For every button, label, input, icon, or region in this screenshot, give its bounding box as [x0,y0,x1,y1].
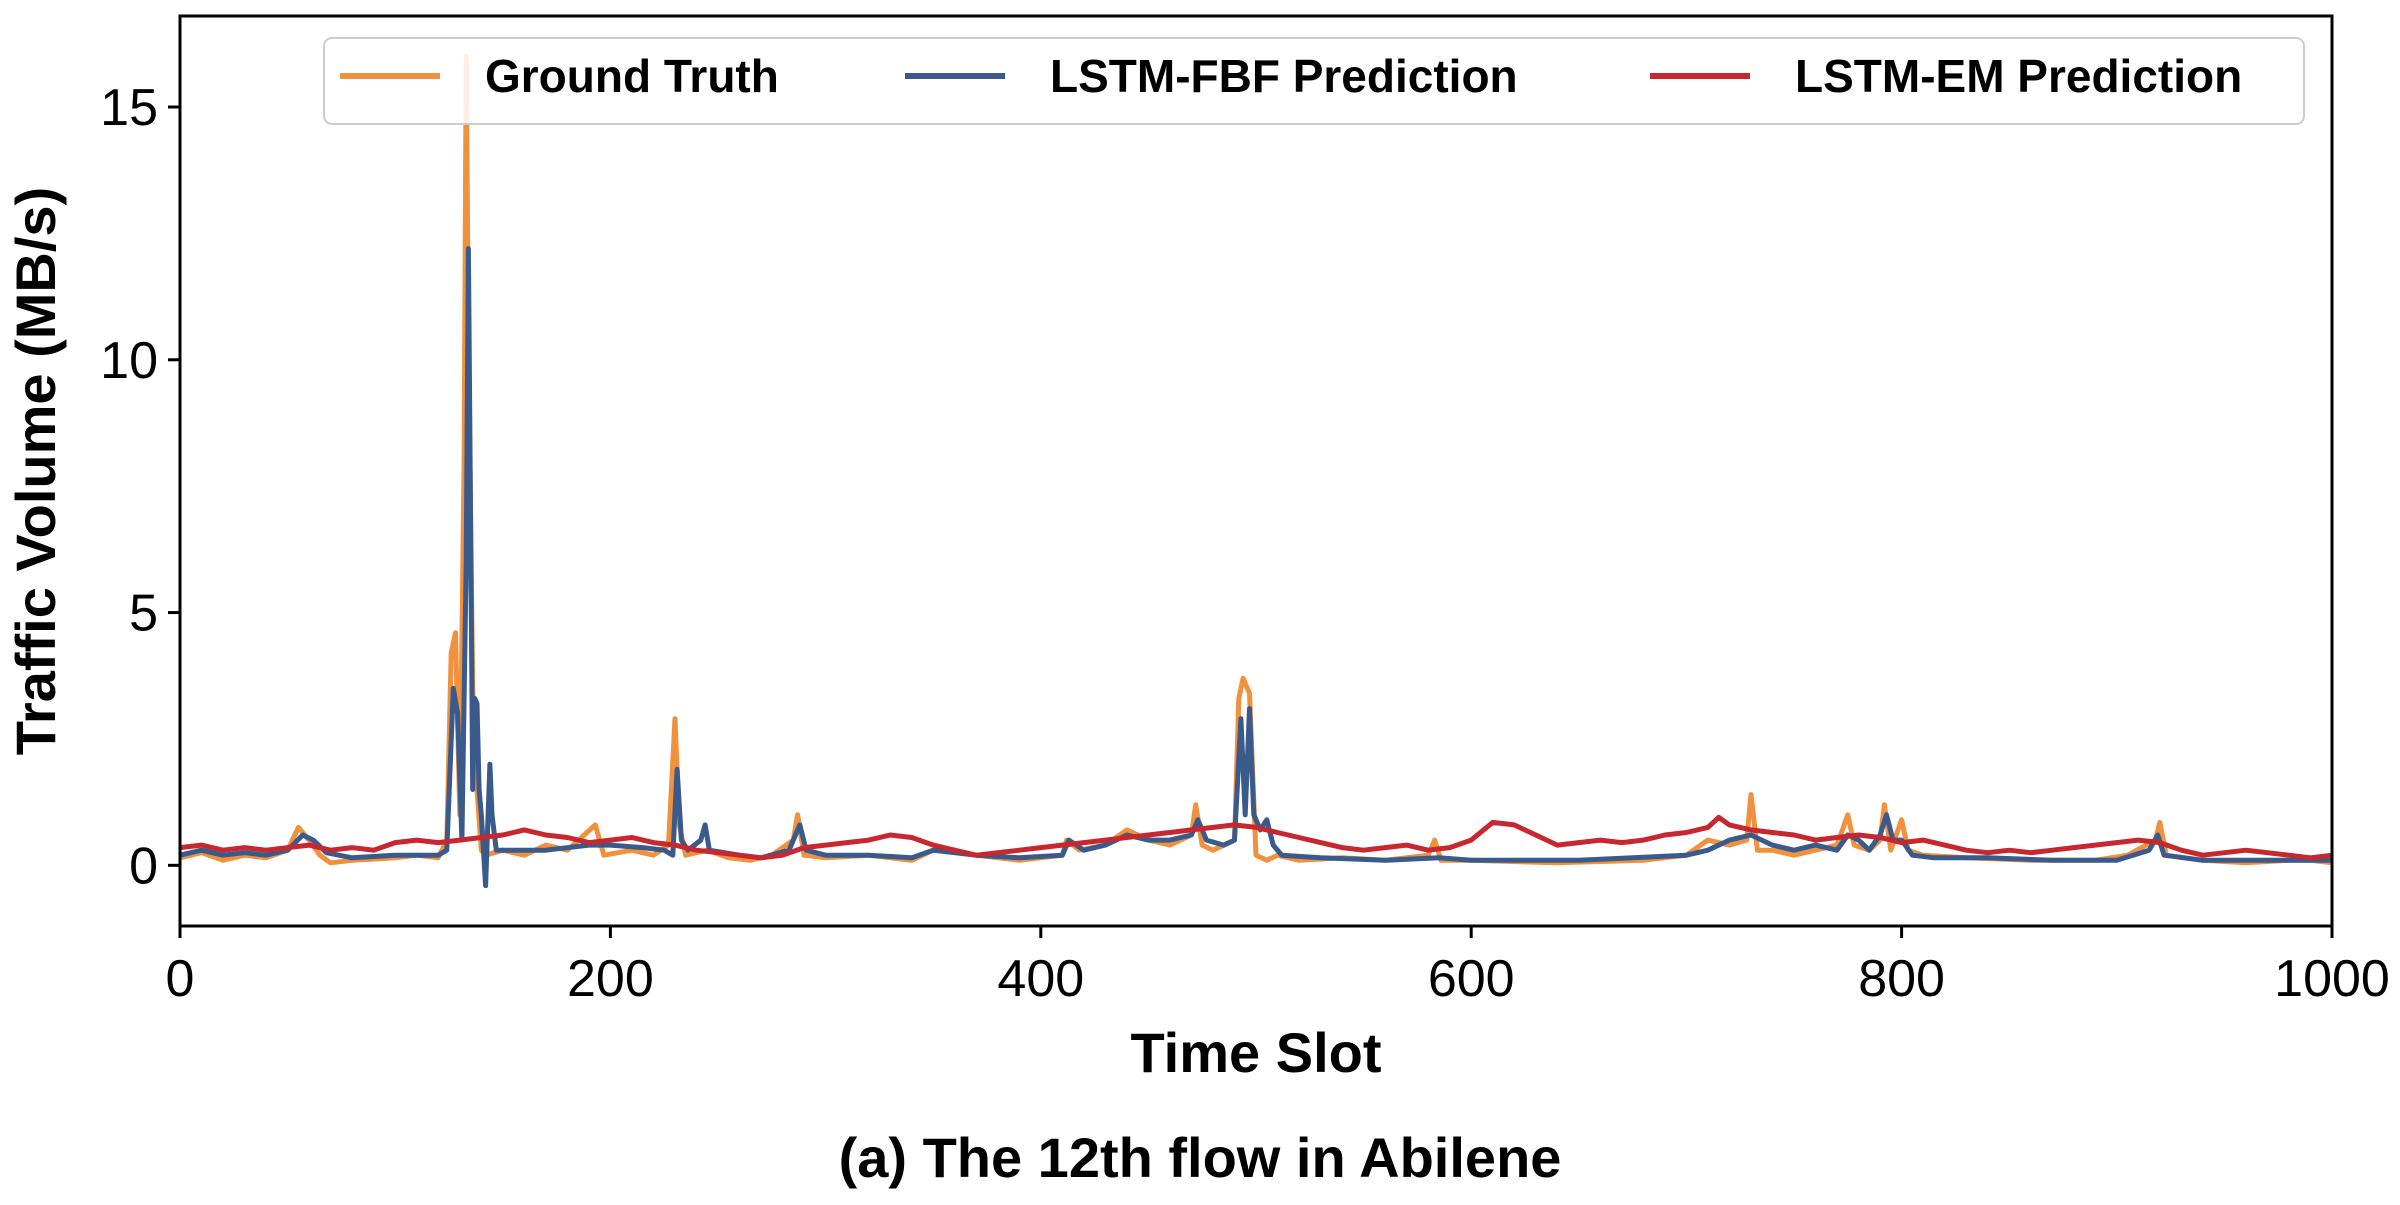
x-tick-label: 200 [567,950,654,1008]
y-tick-label: 5 [129,585,158,643]
x-axis-title: Time Slot [1130,1021,1381,1084]
x-tick-label: 1000 [2274,950,2390,1008]
legend-label: Ground Truth [485,50,779,102]
legend-item: Ground Truth [340,50,779,102]
series-line-0 [180,53,2332,866]
legend-label: LSTM-FBF Prediction [1050,50,1518,102]
figure-caption: (a) The 12th flow in Abilene [839,1126,1562,1189]
y-axis-title: Traffic Volume (MB/s) [4,187,67,755]
series-line-1 [180,246,2332,889]
legend-item: LSTM-FBF Prediction [905,50,1518,102]
legend: Ground Truth LSTM-FBF Prediction LSTM-EM P… [323,37,2305,125]
y-axis: 0 5 10 15 [100,79,180,895]
legend-item: LSTM-EM Prediction [1650,50,2242,102]
y-tick-label: 0 [129,837,158,895]
y-tick-label: 10 [100,332,158,390]
series-layer [180,53,2332,889]
x-tick-label: 800 [1858,950,1945,1008]
series-line-2 [180,814,2332,861]
x-axis: 0 200 400 600 800 1000 [166,926,2390,1008]
plot-frame [178,14,2334,928]
x-tick-label: 400 [997,950,1084,1008]
legend-box [323,37,2305,125]
x-tick-label: 600 [1428,950,1515,1008]
legend-label: LSTM-EM Prediction [1795,50,2242,102]
x-tick-label: 0 [166,950,195,1008]
y-tick-label: 15 [100,79,158,137]
